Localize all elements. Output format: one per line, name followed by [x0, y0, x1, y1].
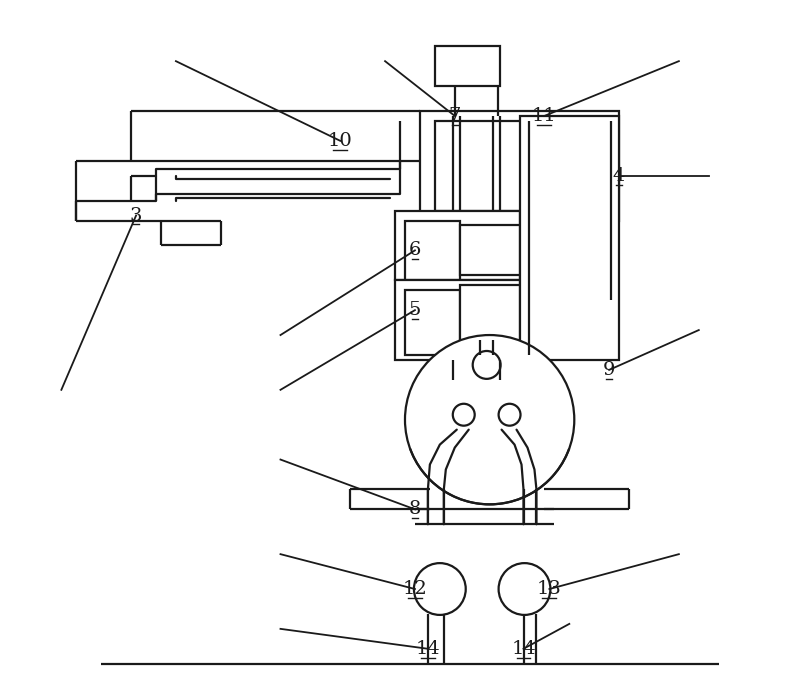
Bar	[395, 281, 519, 360]
Text: 9: 9	[603, 361, 615, 379]
Text: 13: 13	[537, 580, 562, 598]
Text: 10: 10	[328, 132, 353, 150]
Circle shape	[453, 404, 474, 426]
Bar	[435, 121, 609, 211]
Bar	[435, 46, 499, 86]
Text: 11: 11	[532, 107, 557, 125]
Circle shape	[498, 404, 521, 426]
Text: 14: 14	[511, 640, 536, 658]
Circle shape	[473, 351, 501, 379]
Text: 14: 14	[415, 640, 440, 658]
Text: 4: 4	[613, 167, 626, 184]
Bar	[460, 225, 519, 275]
Text: 5: 5	[409, 301, 421, 319]
Bar	[460, 285, 519, 350]
Text: 3: 3	[130, 207, 142, 225]
Text: 7: 7	[449, 107, 461, 125]
Text: 12: 12	[402, 580, 427, 598]
Circle shape	[405, 335, 574, 504]
Bar	[420, 111, 619, 220]
Bar	[519, 116, 619, 360]
Bar	[405, 290, 460, 355]
Bar	[405, 220, 460, 281]
Text: 8: 8	[409, 500, 421, 518]
Circle shape	[414, 563, 466, 615]
Bar	[395, 211, 519, 281]
Text: 6: 6	[409, 241, 421, 259]
Circle shape	[498, 563, 550, 615]
